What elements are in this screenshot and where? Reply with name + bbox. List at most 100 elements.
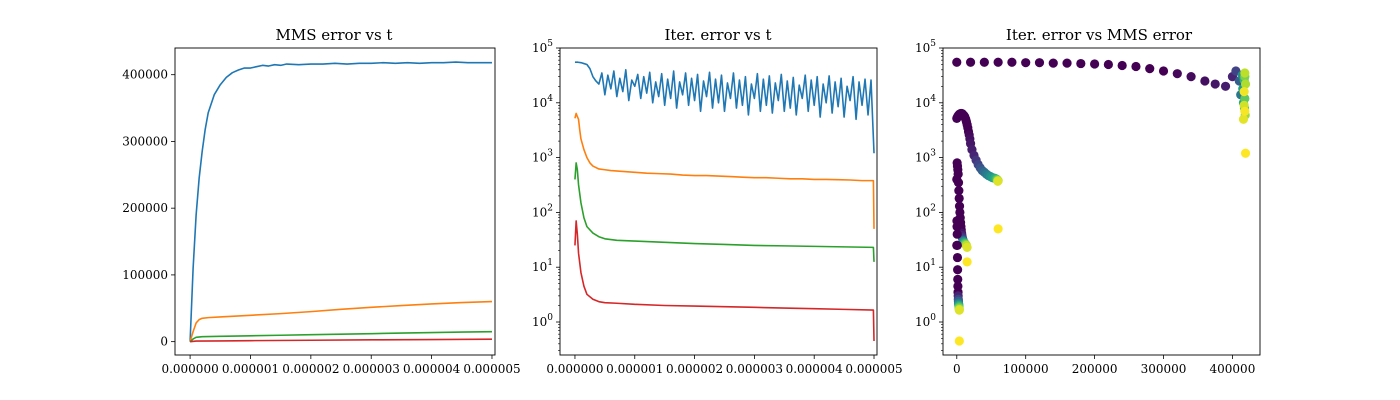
panel-iter-error-vs-t: Iter. error vs t 0.000000 0.000001 0.00000… (532, 26, 903, 376)
x-tick-label: 0.000001 (606, 362, 663, 376)
scatter-point (993, 57, 1003, 67)
x-tick-label: 400000 (1210, 362, 1256, 376)
x-tick-label: 0.000002 (282, 362, 339, 376)
x-tick-label: 0.000003 (726, 362, 783, 376)
scatter-point (952, 229, 962, 239)
y-tick-label: 101 (915, 258, 936, 274)
y-tick-label: 0 (160, 335, 168, 349)
scatter-point (952, 222, 962, 232)
x-tick-label: 0.000005 (463, 362, 520, 376)
scatter-point (1200, 76, 1210, 86)
scatter-point (953, 265, 963, 275)
series-line-1 (574, 61, 875, 154)
y-tick-label: 103 (915, 149, 936, 165)
series-line-3 (189, 330, 492, 343)
y-tick-label: 100 (915, 313, 936, 329)
scatter-point (954, 305, 964, 315)
panel-iter-error-vs-mms-error: Iter. error vs MMS error 0 100000 200000 30… (915, 26, 1261, 376)
x-tick-label: 0.000004 (403, 362, 461, 376)
scatter-point (1238, 114, 1249, 124)
scatter-point (1117, 60, 1127, 71)
scatter-point (1048, 58, 1058, 68)
scatter-point (1076, 58, 1086, 69)
scatter-point (952, 57, 962, 67)
x-tick-label: 0.000005 (845, 362, 902, 376)
y-tick-label: 105 (915, 39, 936, 55)
scatter-point (1090, 59, 1100, 69)
scatter-point (1240, 148, 1251, 158)
plot-area (189, 61, 493, 343)
scatter-point (962, 242, 972, 252)
y-tick-label: 104 (915, 94, 936, 110)
x-tick-label: 0.000000 (161, 362, 218, 376)
scatter-point (1240, 68, 1250, 78)
scatter-point (1021, 58, 1031, 68)
scatter-point (979, 57, 989, 67)
scatter-point (1186, 72, 1196, 82)
scatter-point (962, 257, 972, 267)
x-tick-label: 300000 (1141, 362, 1187, 376)
plot-area (574, 61, 875, 342)
x-tick-label: 100000 (1003, 362, 1049, 376)
scatter-point (1158, 66, 1169, 76)
scatter-point (1240, 79, 1251, 89)
scatter-point (1034, 58, 1045, 68)
scatter-point (954, 193, 964, 204)
scatter-point (1239, 87, 1249, 97)
y-tick-label: 200000 (122, 201, 168, 215)
x-tick-label: 0.000002 (666, 362, 723, 376)
series-line-4 (190, 338, 492, 343)
y-tick-label: 101 (532, 258, 553, 274)
x-tick-label: 0.000003 (343, 362, 400, 376)
series-line-4 (574, 220, 875, 342)
scatter-point (953, 177, 964, 188)
scatter-point (1220, 81, 1231, 91)
scatter-point (1172, 69, 1182, 79)
series-line-1 (189, 61, 492, 342)
axes-frame (174, 47, 496, 356)
y-tick-label: 400000 (122, 68, 168, 82)
x-tick-label: 0 (953, 362, 961, 376)
y-tick-label: 104 (532, 94, 553, 110)
x-tick-label: 200000 (1072, 362, 1118, 376)
x-tick-label: 0.000004 (786, 362, 844, 376)
scatter-point (993, 224, 1003, 234)
scatter-point (1103, 59, 1113, 70)
series-line-2 (189, 300, 493, 342)
chart-title: MMS error vs t (276, 26, 393, 44)
axes-frame (559, 47, 878, 356)
scatter-point (954, 186, 964, 196)
scatter-point (953, 274, 963, 284)
y-tick-label: 100 (532, 313, 553, 329)
axes-frame (942, 47, 1261, 356)
chart-title: Iter. error vs t (664, 26, 771, 44)
scatter-point (1007, 57, 1017, 67)
scatter-point (1062, 58, 1072, 68)
series-line-3 (574, 162, 875, 262)
scatter-point (1240, 106, 1250, 116)
scatter-point (953, 169, 963, 179)
y-tick-label: 102 (915, 203, 936, 219)
x-tick-label: 0.000000 (546, 362, 603, 376)
panel-mms-error-vs-t: MMS error vs t 0.000000 0.000001 0.000002 0… (122, 26, 520, 376)
y-tick-label: 100000 (122, 268, 168, 282)
scatter-point (952, 240, 962, 250)
series-line-2 (574, 112, 875, 229)
scatter-point (952, 252, 963, 263)
chart-title: Iter. error vs MMS error (1006, 26, 1193, 44)
scatter-point (965, 57, 976, 67)
scatter-point (1131, 61, 1141, 72)
y-tick-label: 103 (532, 149, 553, 165)
y-tick-label: 300000 (122, 134, 168, 148)
plot-area (952, 57, 1251, 346)
scatter-point (1210, 79, 1220, 89)
scatter-point (1240, 93, 1250, 104)
scatter-point (993, 176, 1003, 186)
x-tick-label: 0.000001 (222, 362, 279, 376)
scatter-point (1145, 64, 1155, 74)
scatter-point (954, 336, 964, 346)
y-tick-label: 105 (532, 39, 553, 55)
y-tick-label: 102 (532, 203, 553, 219)
